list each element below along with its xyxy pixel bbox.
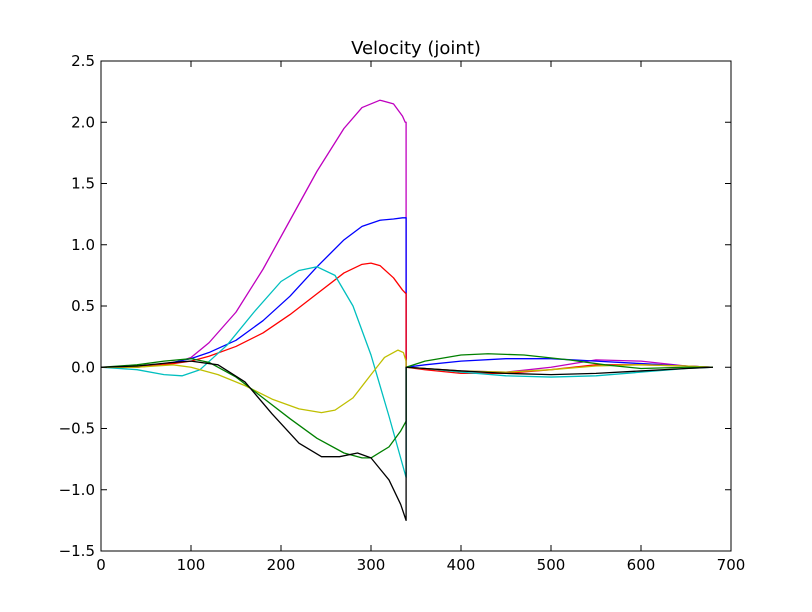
series-line-2 — [101, 217, 714, 368]
x-tick-label: 200 — [267, 556, 296, 574]
chart-title: Velocity (joint) — [351, 38, 481, 59]
y-tick-label: 0.0 — [71, 358, 95, 376]
x-tick-label: 400 — [447, 556, 476, 574]
series-layer — [100, 99, 714, 522]
series-line-7 — [100, 360, 714, 522]
y-tick-label: 0.5 — [71, 297, 95, 315]
y-tick-label: 2.5 — [71, 52, 95, 70]
x-tick-label: 600 — [627, 556, 656, 574]
y-tick-label: 2.0 — [71, 113, 95, 131]
y-tick-label: 1.0 — [71, 236, 95, 254]
x-axis: 0 100 200 300 400 500 600 700 — [96, 61, 745, 574]
x-tick-label: 0 — [96, 556, 106, 574]
x-tick-label: 500 — [537, 556, 566, 574]
series-line-6 — [100, 353, 713, 459]
y-tick-label: −1.5 — [59, 542, 95, 560]
series-line-5 — [101, 349, 714, 414]
x-tick-label: 100 — [177, 556, 206, 574]
y-tick-label: 1.5 — [71, 175, 95, 193]
y-tick-label: −0.5 — [59, 420, 95, 438]
x-tick-label: 300 — [357, 556, 386, 574]
series-line-1 — [101, 99, 714, 373]
series-line-4 — [100, 266, 714, 479]
y-axis: −1.5 −1.0 −0.5 0.0 0.5 1.0 1.5 2.0 2.5 — [59, 52, 731, 560]
x-tick-label: 700 — [717, 556, 746, 574]
y-tick-label: −1.0 — [59, 481, 95, 499]
